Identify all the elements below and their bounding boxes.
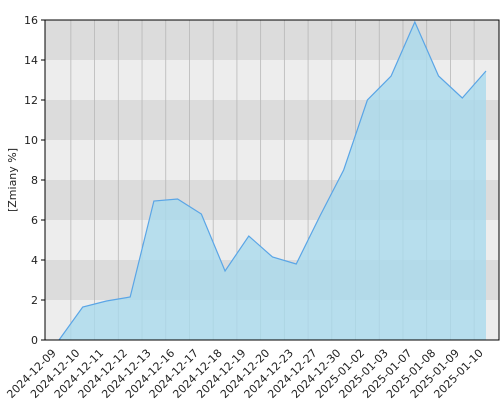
- y-tick-label: 12: [24, 94, 38, 107]
- y-axis-label: [Zmiany %]: [6, 148, 19, 212]
- y-tick-label: 2: [31, 294, 38, 307]
- y-tick-label: 14: [24, 54, 38, 67]
- grid-band: [45, 20, 499, 60]
- area: [59, 22, 486, 340]
- y-tick-label: 16: [24, 14, 38, 27]
- plot-frame: [44, 19, 500, 341]
- y-tick-label: 6: [31, 214, 38, 227]
- y-tick-label: 4: [31, 254, 38, 267]
- y-tick-label: 10: [24, 134, 38, 147]
- y-tick-label: 8: [31, 174, 38, 187]
- line: [58, 20, 487, 341]
- y-tick-label: 0: [31, 334, 38, 347]
